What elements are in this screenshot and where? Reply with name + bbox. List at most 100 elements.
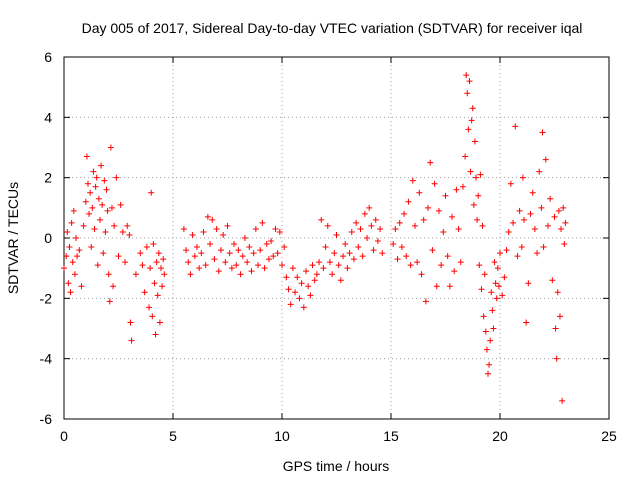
data-point <box>276 228 283 235</box>
data-point <box>544 222 551 229</box>
data-point <box>416 189 423 196</box>
data-point <box>74 253 81 260</box>
data-point <box>148 189 155 196</box>
data-point <box>342 241 349 248</box>
x-tick-label: 15 <box>383 428 399 444</box>
y-axis-label: SDTVAR / TECUs <box>5 182 21 294</box>
data-point <box>119 228 126 235</box>
data-point <box>431 180 438 187</box>
data-points <box>61 72 569 404</box>
y-tick-label: 4 <box>44 109 52 125</box>
data-point <box>222 259 229 266</box>
data-point <box>350 256 357 263</box>
data-point <box>244 259 251 266</box>
data-point <box>316 259 323 266</box>
data-point <box>272 225 279 232</box>
data-point <box>66 244 73 251</box>
data-point <box>453 186 460 193</box>
data-point <box>65 280 72 287</box>
data-point <box>476 262 483 269</box>
data-point <box>96 216 103 223</box>
data-point <box>394 256 401 263</box>
data-point <box>322 244 329 251</box>
data-point <box>529 189 536 196</box>
data-point <box>531 225 538 232</box>
data-point <box>263 241 270 248</box>
data-point <box>82 198 89 205</box>
data-point <box>211 256 218 263</box>
y-tick-label: 2 <box>44 170 52 186</box>
data-point <box>231 241 238 248</box>
data-point <box>422 298 429 305</box>
data-point <box>159 283 166 290</box>
data-point <box>340 253 347 260</box>
data-point <box>146 304 153 311</box>
data-point <box>274 250 281 257</box>
data-point <box>525 280 532 287</box>
data-point <box>335 262 342 269</box>
data-point <box>300 304 307 311</box>
data-point <box>209 216 216 223</box>
data-point <box>542 156 549 163</box>
data-point <box>217 247 224 254</box>
data-point <box>449 213 456 220</box>
data-point <box>495 283 502 290</box>
data-point <box>467 168 474 175</box>
data-point <box>401 210 408 217</box>
data-point <box>289 265 296 272</box>
data-point <box>553 355 560 362</box>
data-point <box>204 213 211 220</box>
data-point <box>353 219 360 226</box>
data-point <box>151 280 158 287</box>
data-point <box>480 313 487 320</box>
data-point <box>126 231 133 238</box>
data-point <box>554 289 561 296</box>
data-point <box>510 219 517 226</box>
data-point <box>396 219 403 226</box>
data-point <box>429 247 436 254</box>
data-point <box>67 289 74 296</box>
data-point <box>491 259 498 266</box>
data-point <box>259 219 266 226</box>
data-point <box>307 292 314 299</box>
y-tick-label: -6 <box>40 411 53 427</box>
data-point <box>478 286 485 293</box>
data-point <box>469 105 476 112</box>
data-point <box>90 168 97 175</box>
data-point <box>549 277 556 284</box>
data-point <box>189 231 196 238</box>
data-point <box>427 159 434 166</box>
data-point <box>501 274 508 281</box>
data-point <box>527 210 534 217</box>
data-point <box>459 183 466 190</box>
data-point <box>196 265 203 272</box>
data-point <box>411 222 418 229</box>
data-point <box>298 280 305 287</box>
data-point <box>435 207 442 214</box>
data-point <box>536 168 543 175</box>
data-point <box>237 271 244 278</box>
data-point <box>503 247 510 254</box>
data-point <box>94 262 101 269</box>
data-point <box>329 271 336 278</box>
data-point <box>117 201 124 208</box>
x-tick-label: 25 <box>601 428 617 444</box>
data-point <box>558 225 565 232</box>
data-point <box>556 313 563 320</box>
data-point <box>92 183 99 190</box>
data-point <box>309 262 316 269</box>
data-point <box>455 225 462 232</box>
data-point <box>183 247 190 254</box>
data-point <box>132 271 139 278</box>
data-point <box>154 292 161 299</box>
data-point <box>477 171 484 178</box>
data-point <box>499 292 506 299</box>
data-point <box>398 244 405 251</box>
data-point <box>180 225 187 232</box>
data-point <box>127 319 134 326</box>
data-point <box>561 241 568 248</box>
data-point <box>104 207 111 214</box>
data-point <box>438 262 445 269</box>
data-point <box>160 256 167 263</box>
data-point <box>76 247 83 254</box>
